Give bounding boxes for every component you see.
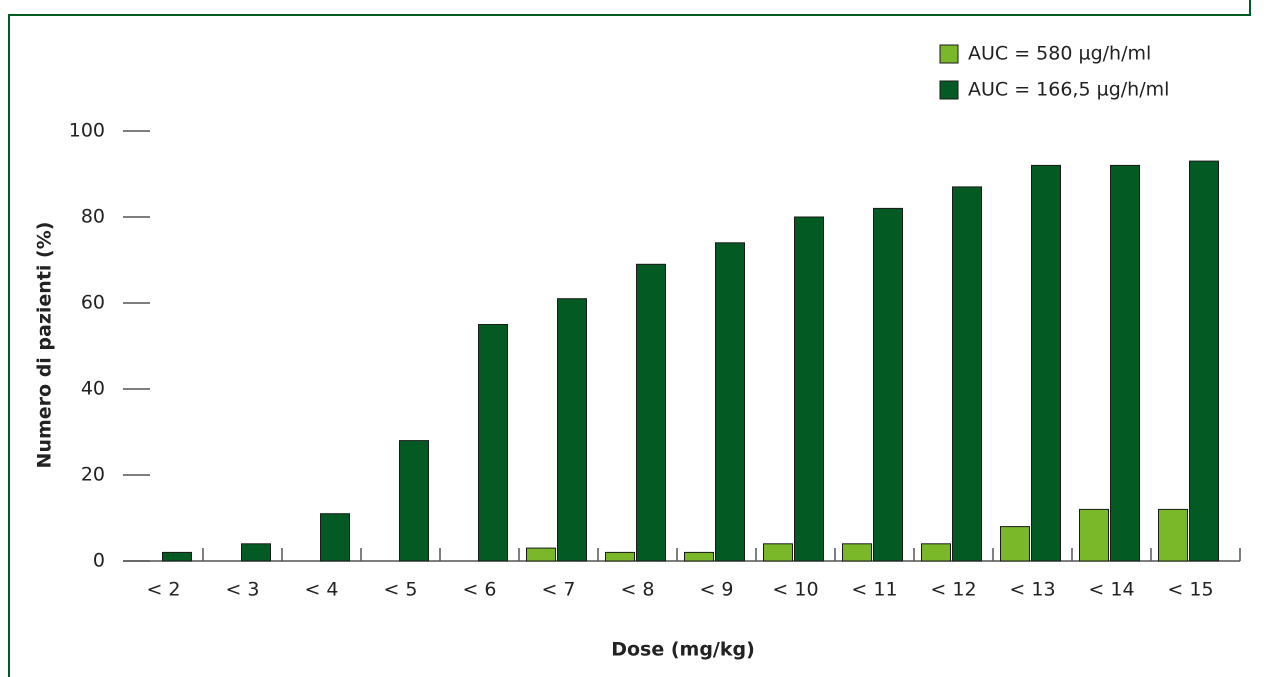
legend-label: AUC = 166,5 µg/h/ml	[968, 79, 1169, 101]
bar	[952, 186, 982, 562]
bar	[1079, 508, 1109, 562]
bar	[1110, 164, 1140, 562]
bar	[241, 543, 271, 562]
x-tick-label: < 15	[1167, 579, 1213, 601]
bar	[636, 263, 666, 562]
bar	[763, 543, 793, 562]
x-tick-label: < 6	[462, 579, 496, 601]
bar	[320, 513, 350, 562]
x-axis-label: Dose (mg/kg)	[611, 639, 755, 661]
bar	[842, 543, 872, 562]
x-tick-label: < 3	[225, 579, 259, 601]
x-tick-label: < 11	[851, 579, 897, 601]
bar	[557, 298, 587, 562]
y-tick-label: 100	[69, 120, 105, 142]
x-tick-label: < 9	[699, 579, 733, 601]
x-tick-label: < 8	[620, 579, 654, 601]
y-tick-label: 0	[93, 550, 105, 572]
bar	[1000, 526, 1030, 562]
frame	[8, 0, 1251, 677]
bar	[921, 543, 951, 562]
y-tick-label: 20	[81, 464, 105, 486]
y-tick-label: 60	[81, 292, 105, 314]
bar	[873, 207, 903, 562]
x-tick-label: < 5	[383, 579, 417, 601]
x-tick-label: < 10	[772, 579, 818, 601]
x-tick-label: < 13	[1009, 579, 1055, 601]
x-tick-label: < 14	[1088, 579, 1134, 601]
bar	[526, 547, 556, 562]
legend-label: AUC = 580 µg/h/ml	[968, 43, 1151, 65]
bar	[715, 242, 745, 562]
bar	[1189, 160, 1219, 562]
bar	[1031, 164, 1061, 562]
bar	[162, 551, 192, 562]
y-tick-label: 80	[81, 206, 105, 228]
bar	[399, 440, 429, 562]
y-tick-label: 40	[81, 378, 105, 400]
legend-swatch	[939, 80, 959, 100]
x-tick-label: < 12	[930, 579, 976, 601]
bar	[684, 551, 714, 562]
legend-swatch	[939, 44, 959, 64]
bar	[1158, 508, 1188, 562]
x-tick-label: < 2	[146, 579, 180, 601]
bar	[605, 551, 635, 562]
x-tick-label: < 4	[304, 579, 338, 601]
bar	[478, 324, 508, 562]
bar	[794, 216, 824, 562]
x-tick-label: < 7	[541, 579, 575, 601]
y-axis-label: Numero di pazienti (%)	[34, 222, 56, 469]
